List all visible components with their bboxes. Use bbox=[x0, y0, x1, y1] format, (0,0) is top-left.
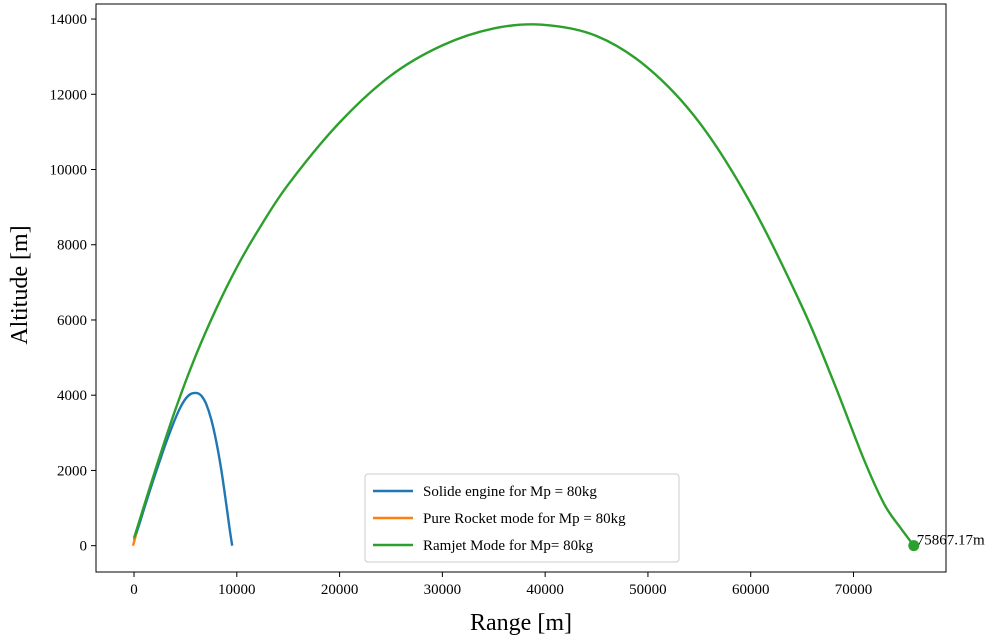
x-tick-label: 40000 bbox=[526, 582, 564, 598]
x-axis-label: Range [m] bbox=[470, 610, 572, 636]
legend-label-0: Solide engine for Mp = 80kg bbox=[423, 484, 597, 500]
y-tick-label: 10000 bbox=[50, 163, 88, 179]
series-line-2 bbox=[132, 23, 915, 547]
series-line-0 bbox=[132, 391, 234, 546]
endpoint-dot bbox=[908, 540, 920, 552]
endpoint-label: 75867.17m bbox=[917, 533, 985, 549]
axis-ticks: 0 10000 20000 30000 40000 50000 60000 70000 0 200… bbox=[50, 12, 873, 598]
x-tick-label: 10000 bbox=[218, 582, 256, 598]
x-tick-label: 20000 bbox=[321, 582, 359, 598]
x-tick-label: 60000 bbox=[732, 582, 770, 598]
y-tick-label: 2000 bbox=[57, 463, 87, 479]
x-tick-label: 30000 bbox=[424, 582, 462, 598]
y-tick-label: 4000 bbox=[57, 388, 87, 404]
y-tick-label: 12000 bbox=[50, 87, 88, 103]
y-tick-label: 0 bbox=[80, 539, 88, 555]
y-tick-label: 8000 bbox=[57, 238, 87, 254]
plot-frame bbox=[95, 3, 947, 573]
x-tick-label: 0 bbox=[130, 582, 138, 598]
x-tick-label: 50000 bbox=[629, 582, 667, 598]
x-tick-label: 70000 bbox=[835, 582, 873, 598]
endpoint-marker: 75867.17m bbox=[908, 533, 985, 552]
legend-label-2: Ramjet Mode for Mp= 80kg bbox=[423, 538, 594, 554]
y-tick-label: 6000 bbox=[57, 313, 87, 329]
legend-label-1: Pure Rocket mode for Mp = 80kg bbox=[423, 511, 626, 527]
series-lines bbox=[131, 23, 915, 547]
y-tick-label: 14000 bbox=[50, 12, 88, 28]
legend: Solide engine for Mp = 80kg Pure Rocket m… bbox=[364, 473, 680, 563]
legend-box bbox=[364, 473, 680, 563]
y-axis-label: Altitude [m] bbox=[7, 225, 33, 344]
